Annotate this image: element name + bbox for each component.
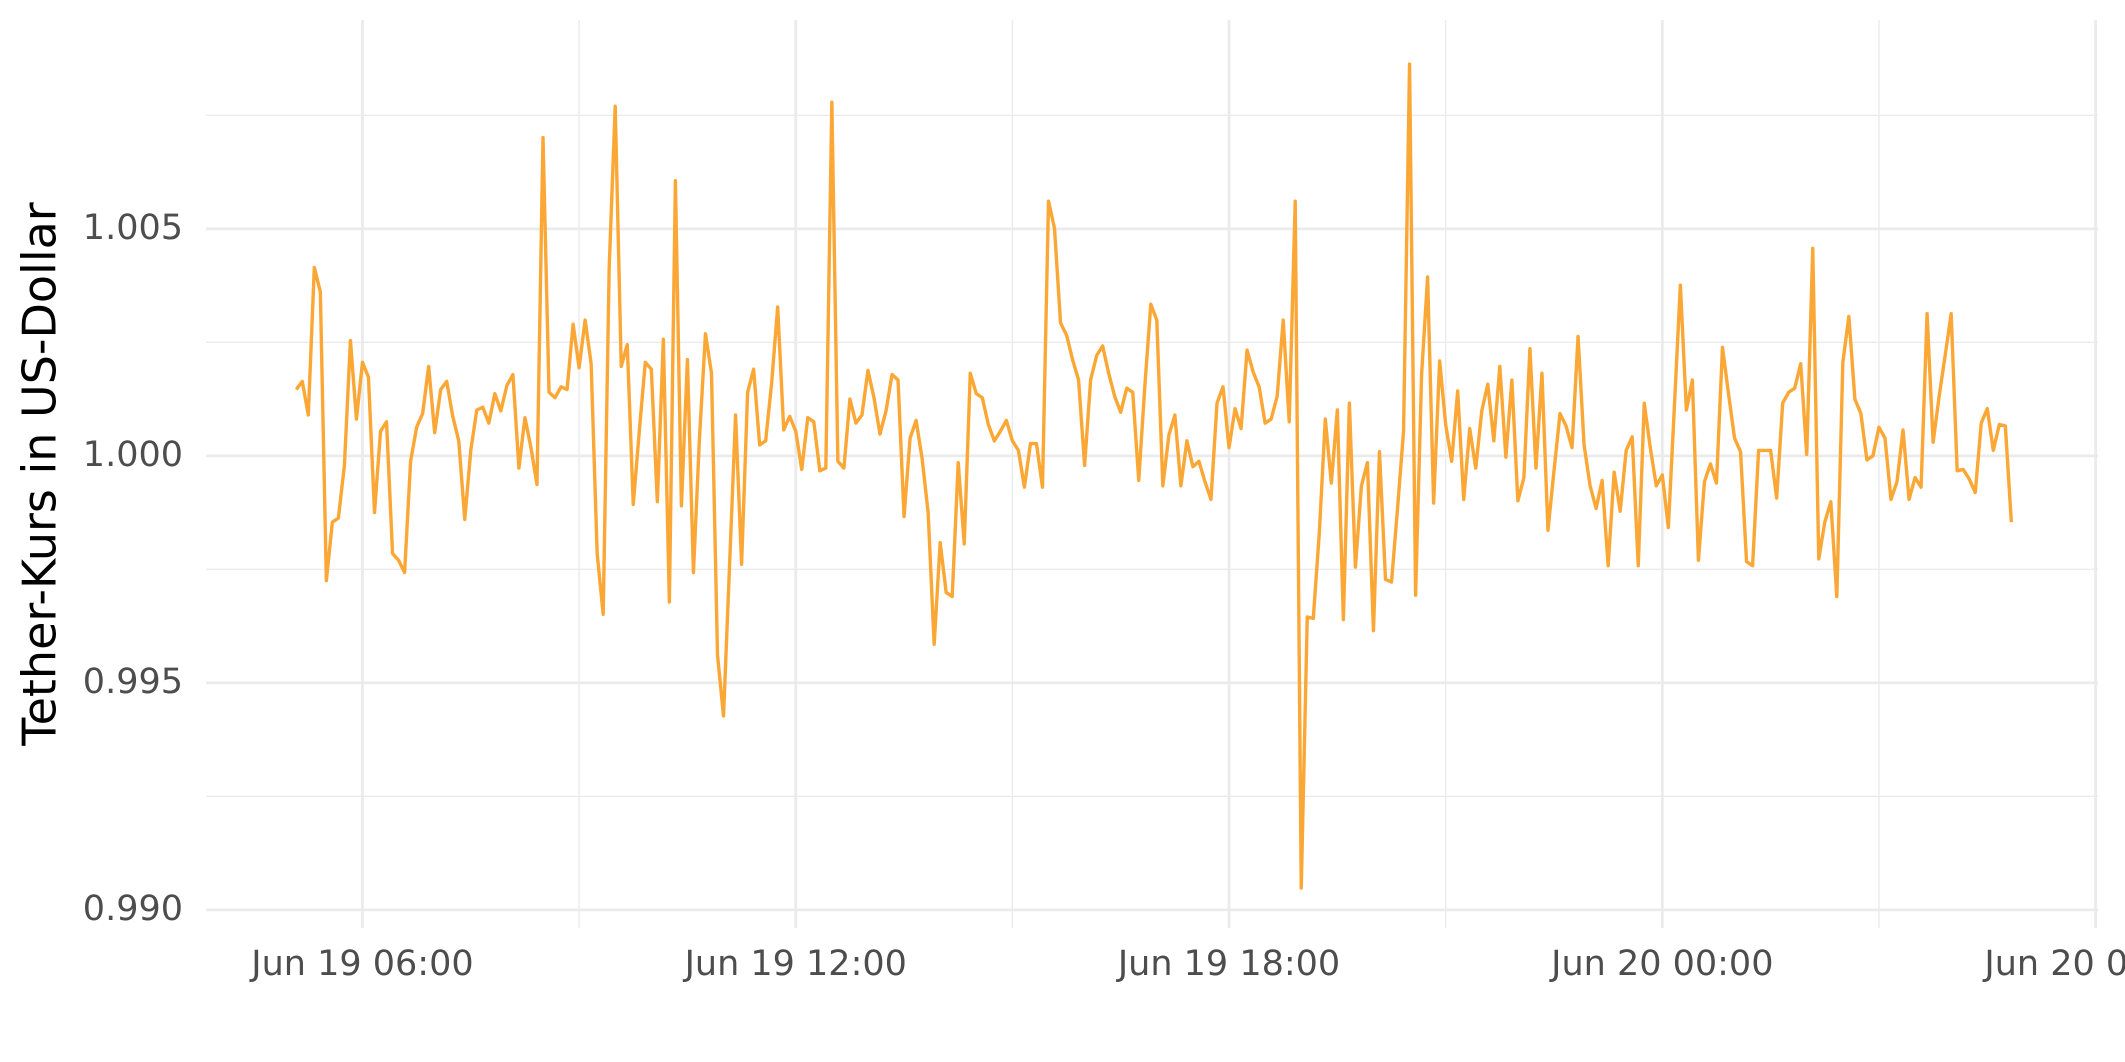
x-tick-label: Jun 19 12:00 xyxy=(683,944,907,984)
y-tick-label: 1.000 xyxy=(83,435,183,475)
y-axis-title: Tether-Kurs in US-Dollar xyxy=(13,202,67,747)
y-tick-label: 1.005 xyxy=(83,208,183,248)
y-tick-label: 0.990 xyxy=(83,889,183,929)
grid xyxy=(206,20,2098,928)
price-line xyxy=(294,62,2014,890)
x-tick-label: Jun 20 00:00 xyxy=(1549,944,1773,984)
y-tick-label: 0.995 xyxy=(83,662,183,702)
x-tick-label: Jun 20 06:00 xyxy=(1982,944,2125,984)
x-tick-label: Jun 19 18:00 xyxy=(1116,944,1340,984)
x-tick-label: Jun 19 06:00 xyxy=(249,944,473,984)
